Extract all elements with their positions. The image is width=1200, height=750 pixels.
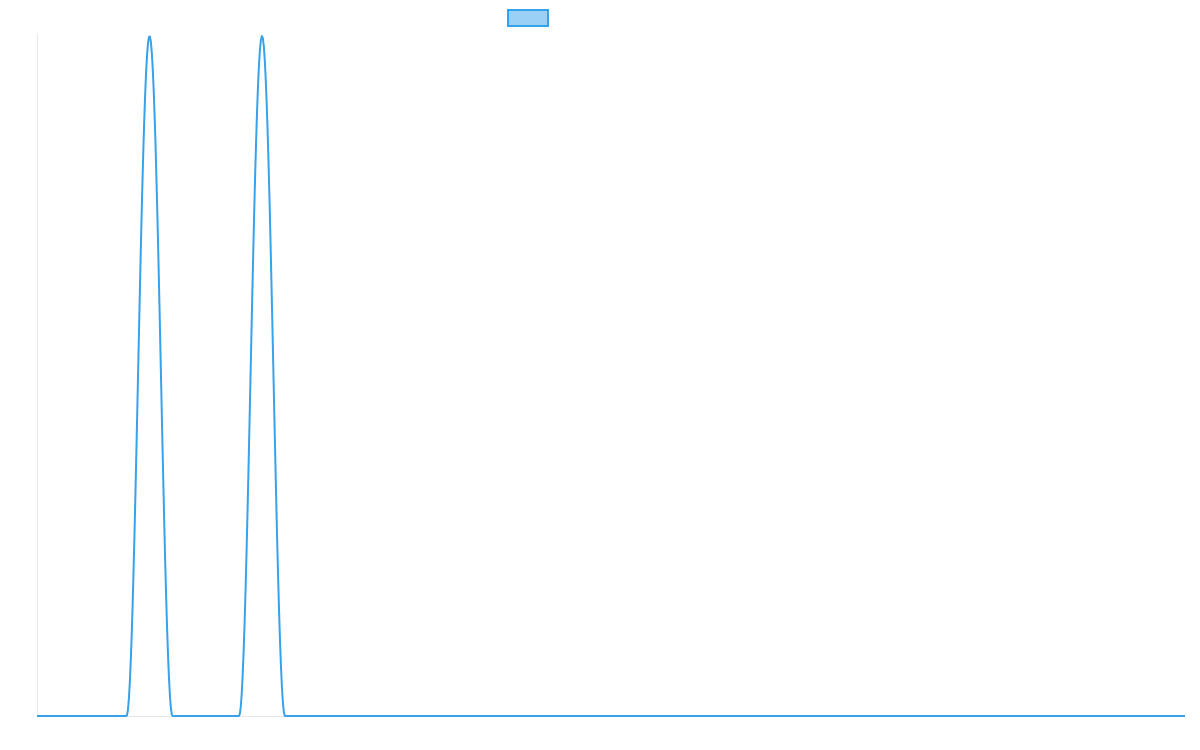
- legend-swatch[interactable]: [507, 9, 549, 27]
- series-layer: [36, 35, 1186, 717]
- series-line-0: [36, 35, 1186, 717]
